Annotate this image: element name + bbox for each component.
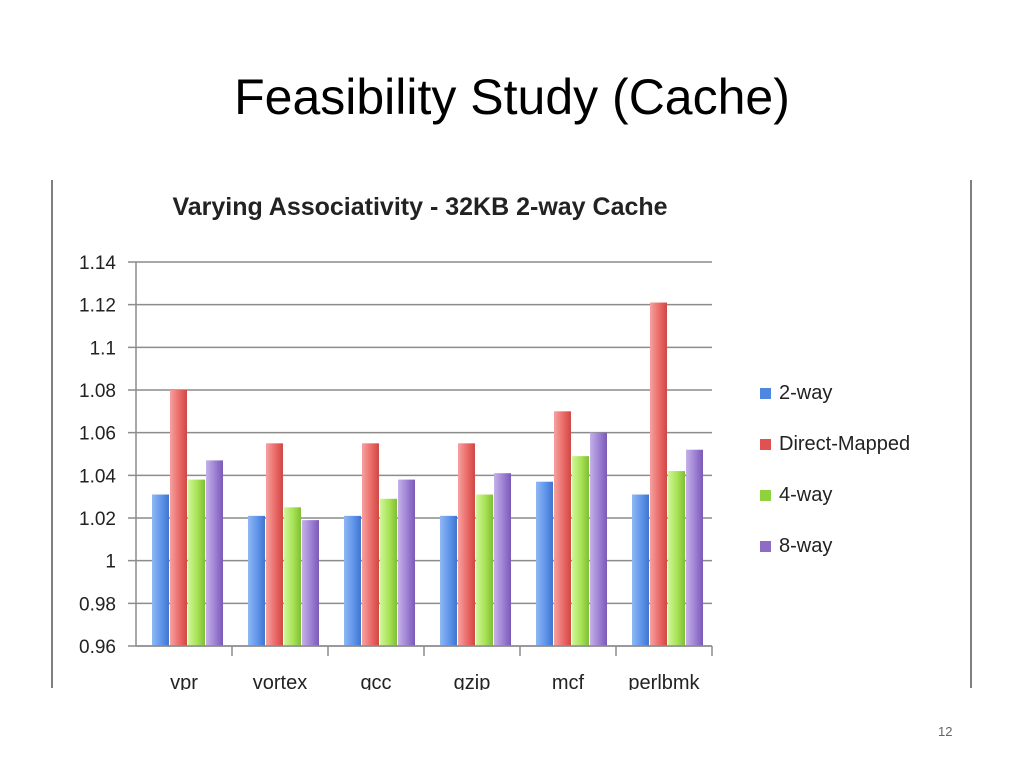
legend-label-8-way: 8-way: [779, 534, 833, 557]
y-tick-label: 1.02: [79, 509, 116, 530]
slide-title: Feasibility Study (Cache): [234, 69, 790, 125]
legend-label-2-way: 2-way: [779, 381, 833, 404]
legend-label-4-way: 4-way: [779, 483, 833, 506]
slide-frame-left-line: [51, 180, 53, 688]
y-tick-label: 1.08: [79, 381, 116, 402]
bar-vortex-4-way: [284, 507, 301, 646]
chart-legend: 2-way Direct-Mapped 4-way 8-way: [760, 380, 960, 584]
bar-perlbmk-4-way: [668, 471, 685, 646]
bar-gzip-2-way: [440, 515, 457, 646]
x-tick-label: gzip: [454, 672, 491, 690]
bar-mcf-direct-mapped: [554, 411, 571, 646]
bar-vpr-8-way: [206, 460, 223, 646]
x-tick-label: vpr: [170, 672, 198, 690]
bar-gzip-4-way: [476, 494, 493, 646]
bar-vpr-4-way: [188, 479, 205, 646]
bar-gcc-8-way: [398, 479, 415, 646]
bar-vortex-direct-mapped: [266, 443, 283, 646]
legend-swatch-4-way: [760, 489, 771, 501]
y-tick-label: 1: [105, 552, 116, 573]
bar-gzip-8-way: [494, 473, 511, 646]
bar-gcc-4-way: [380, 498, 397, 646]
y-tick-label: 1.06: [79, 424, 116, 445]
y-tick-label: 1.14: [79, 253, 116, 274]
x-tick-label: mcf: [552, 672, 585, 690]
x-tick-label: perlbmk: [628, 672, 700, 690]
bar-chart: 1.14 1.12 1.1 1.08 1.06 1.04 1.02 1 0.98 0.96 vpr v…: [79, 253, 713, 690]
bar-mcf-8-way: [590, 432, 607, 646]
bar-vortex-8-way: [302, 520, 319, 646]
bar-vpr-direct-mapped: [170, 390, 187, 646]
bar-vortex-2-way: [248, 515, 265, 646]
bar-vpr-2-way: [152, 494, 169, 646]
bar-gcc-direct-mapped: [362, 443, 379, 646]
y-tick-label: 1.1: [90, 338, 116, 359]
y-tick-label: 1.04: [79, 466, 116, 487]
x-tick-label: vortex: [253, 672, 307, 690]
slide-frame-right-line: [970, 180, 972, 688]
legend-item-direct-mapped: Direct-Mapped: [760, 431, 960, 457]
legend-swatch-8-way: [760, 540, 771, 552]
legend-item-8-way: 8-way: [760, 533, 960, 559]
x-tick-label: gcc: [360, 672, 391, 690]
bar-mcf-2-way: [536, 481, 553, 646]
page-number: 12: [938, 724, 953, 739]
legend-item-2-way: 2-way: [760, 380, 960, 406]
bar-perlbmk-direct-mapped: [650, 302, 667, 646]
chart-title: Varying Associativity - 32KB 2-way Cache: [172, 193, 668, 221]
bar-perlbmk-2-way: [632, 494, 649, 646]
bar-gzip-direct-mapped: [458, 443, 475, 646]
y-tick-label: 0.96: [79, 637, 116, 658]
bar-perlbmk-8-way: [686, 449, 703, 646]
bar-mcf-4-way: [572, 456, 589, 646]
legend-swatch-direct-mapped: [760, 438, 771, 450]
bar-gcc-2-way: [344, 515, 361, 646]
legend-item-4-way: 4-way: [760, 482, 960, 508]
y-tick-label: 1.12: [79, 296, 116, 317]
legend-label-direct-mapped: Direct-Mapped: [779, 432, 911, 455]
y-tick-label: 0.98: [79, 594, 116, 615]
legend-swatch-2-way: [760, 387, 771, 399]
